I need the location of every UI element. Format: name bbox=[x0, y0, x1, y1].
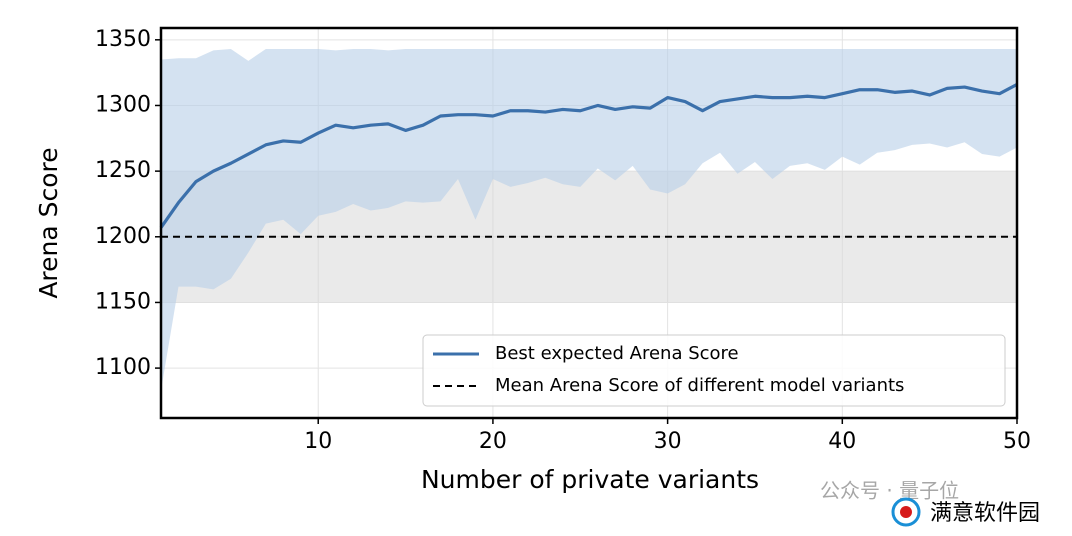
watermark-dot bbox=[900, 506, 912, 518]
y-tick-label: 1100 bbox=[95, 355, 151, 380]
watermark: 满意软件园 bbox=[930, 501, 1040, 526]
legend-label: Best expected Arena Score bbox=[495, 343, 739, 364]
watermark: 公众号 · 量子位 bbox=[820, 479, 959, 503]
legend-label: Mean Arena Score of different model vari… bbox=[495, 375, 904, 396]
line bbox=[159, 83, 1018, 229]
y-tick-label: 1350 bbox=[95, 27, 151, 52]
x-axis-label: Number of private variants bbox=[421, 465, 759, 494]
x-tick-label: 10 bbox=[304, 429, 332, 454]
x-tick-label: 40 bbox=[828, 429, 856, 454]
x-tick-label: 50 bbox=[1003, 429, 1031, 454]
x-tick-label: 20 bbox=[479, 429, 507, 454]
confidence-band bbox=[161, 49, 1017, 391]
legend-box bbox=[422, 334, 1006, 407]
plot-frame bbox=[159, 26, 1019, 420]
x-tick-label: 30 bbox=[654, 429, 682, 454]
y-axis-label: Arena Score bbox=[34, 147, 63, 298]
y-tick-label: 1300 bbox=[95, 92, 151, 117]
y-tick-label: 1200 bbox=[95, 224, 151, 249]
y-tick-label: 1250 bbox=[95, 158, 151, 183]
y-tick-label: 1150 bbox=[95, 289, 151, 314]
